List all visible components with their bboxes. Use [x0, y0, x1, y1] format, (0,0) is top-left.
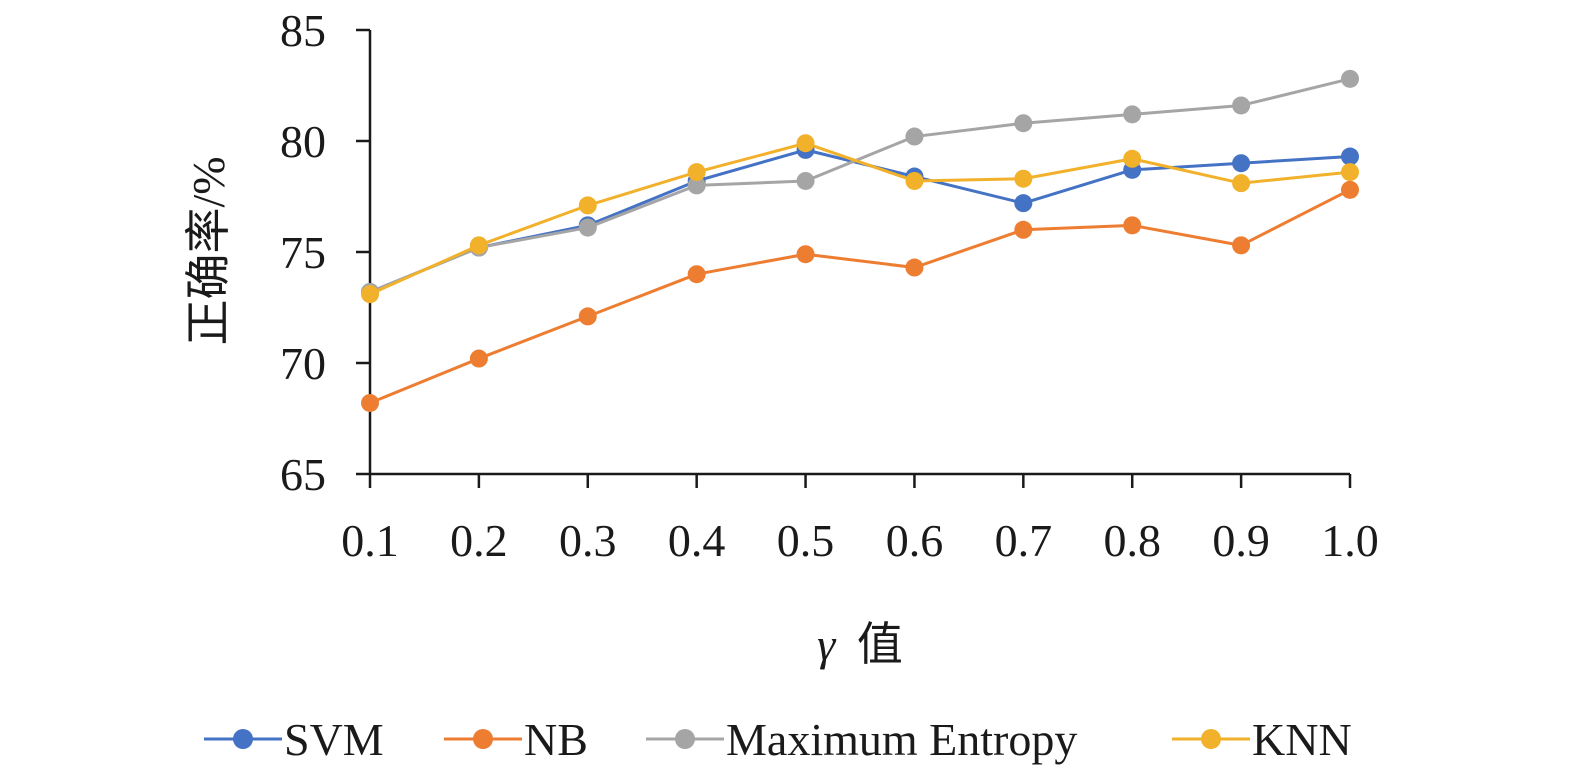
- legend: SVM NB Maximum Entropy KNN: [204, 714, 1352, 765]
- legend-marker: [233, 729, 253, 749]
- data-point: [1232, 236, 1251, 255]
- series-line: [369, 77, 1351, 294]
- legend-label: Maximum Entropy: [726, 714, 1077, 765]
- data-point: [1123, 105, 1142, 124]
- x-tick-label: 0.6: [886, 515, 944, 566]
- data-point: [796, 171, 815, 190]
- legend-marker: [1201, 729, 1221, 749]
- x-tick-label: 0.3: [559, 515, 617, 566]
- series-maximum-entropy: [361, 69, 1359, 301]
- data-point: [1014, 194, 1033, 213]
- x-axis-title: γ 值: [817, 619, 903, 670]
- data-point: [1014, 220, 1033, 239]
- data-point: [905, 127, 924, 146]
- data-point: [1014, 114, 1033, 133]
- x-tick-label: 0.2: [450, 515, 508, 566]
- legend-marker: [675, 729, 695, 749]
- data-point: [687, 265, 706, 284]
- axes: [368, 30, 1350, 476]
- data-point: [1123, 216, 1142, 235]
- y-tick-label: 70: [280, 338, 326, 389]
- legend-marker: [473, 729, 493, 749]
- x-tick-label: 0.8: [1103, 515, 1161, 566]
- data-point: [1232, 154, 1251, 173]
- data-point: [469, 349, 488, 368]
- data-point: [361, 285, 379, 304]
- data-point: [578, 196, 597, 215]
- legend-item: NB: [444, 714, 588, 765]
- data-point: [1341, 163, 1359, 182]
- y-tick-label: 65: [280, 449, 326, 500]
- x-tick-label: 1.0: [1321, 515, 1379, 566]
- legend-label: KNN: [1252, 714, 1352, 765]
- x-tick-label: 0.9: [1212, 515, 1270, 566]
- series-nb: [361, 180, 1359, 412]
- y-axis-title: 正确率/%: [183, 156, 234, 345]
- series-lines: [361, 69, 1359, 412]
- data-point: [469, 236, 488, 255]
- legend-item: Maximum Entropy: [646, 714, 1077, 765]
- series-knn: [361, 134, 1359, 304]
- ticks: 65 70 75 80 85 0.1 0.2 0.3 0.4 0.5 0.6 0.7 0.8 0.9 1.0: [280, 5, 1379, 566]
- y-tick-label: 80: [280, 116, 326, 167]
- x-axis-symbol: γ: [817, 619, 837, 670]
- x-tick-label: 0.1: [341, 515, 399, 566]
- data-point: [1341, 69, 1359, 88]
- series-line: [369, 148, 1351, 294]
- y-tick-label: 75: [280, 227, 326, 278]
- data-point: [796, 245, 815, 264]
- series-line: [369, 188, 1351, 405]
- legend-label: SVM: [284, 714, 384, 765]
- x-tick-label: 0.5: [777, 515, 835, 566]
- data-point: [687, 176, 706, 195]
- data-point: [1123, 149, 1142, 168]
- x-tick-label: 0.4: [668, 515, 726, 566]
- data-point: [1232, 174, 1251, 193]
- data-point: [905, 171, 924, 190]
- series-line: [369, 141, 1351, 296]
- data-point: [578, 307, 597, 326]
- x-axis-label-text: 值: [857, 619, 903, 670]
- data-point: [1341, 180, 1359, 199]
- data-point: [578, 218, 597, 237]
- data-point: [687, 163, 706, 182]
- legend-label: NB: [524, 714, 588, 765]
- legend-item: KNN: [1172, 714, 1352, 765]
- x-tick-label: 0.7: [995, 515, 1053, 566]
- data-point: [796, 134, 815, 153]
- legend-item: SVM: [204, 714, 384, 765]
- y-tick-label: 85: [280, 5, 326, 56]
- series-svm: [361, 140, 1359, 301]
- data-point: [1341, 147, 1359, 166]
- data-point: [1232, 96, 1251, 115]
- data-point: [361, 393, 379, 412]
- data-point: [1014, 169, 1033, 188]
- data-point: [905, 258, 924, 277]
